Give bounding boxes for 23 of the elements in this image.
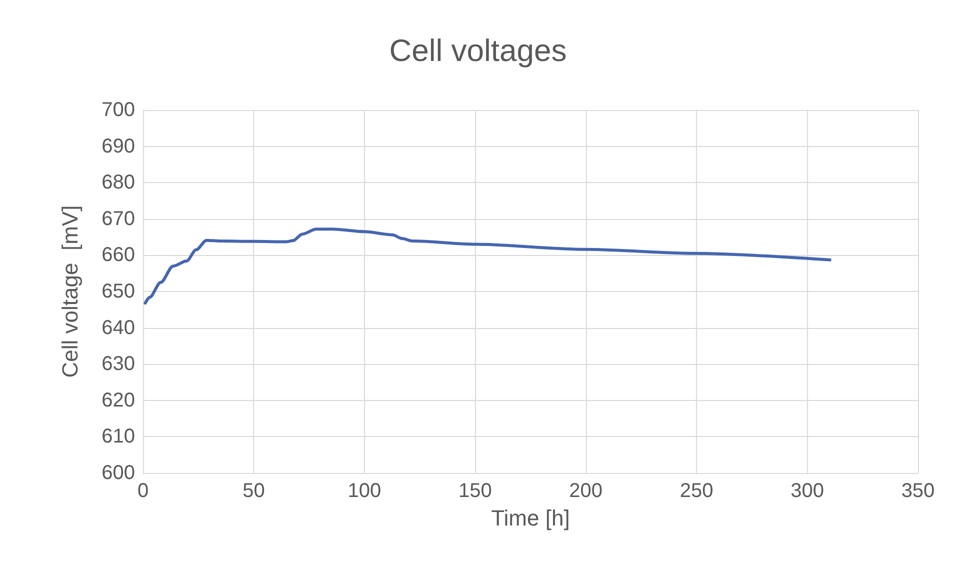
x-axis-title: Time [h]: [491, 506, 570, 530]
y-tick-label: 610: [102, 426, 135, 448]
x-tick-label: 150: [458, 480, 492, 502]
y-tick-label: 670: [102, 208, 135, 230]
x-tick-label: 50: [242, 480, 265, 502]
y-tick-label: 620: [102, 389, 135, 412]
x-tick-label: 250: [680, 480, 714, 502]
y-tick-label: 660: [102, 244, 135, 266]
y-tick-label: 630: [102, 353, 135, 376]
y-tick-label: 700: [102, 99, 135, 121]
x-tick-label: 0: [137, 480, 149, 502]
x-tick-label: 350: [901, 480, 935, 502]
line-series: [144, 228, 832, 305]
chart-title: Cell voltages: [389, 33, 567, 68]
y-tick-label: 690: [102, 135, 135, 158]
y-tick-label: 680: [102, 172, 135, 194]
x-tick-label: 300: [790, 480, 824, 502]
y-tick-label: 640: [102, 316, 135, 339]
x-tick-label: 100: [348, 480, 382, 502]
x-tick-label: 200: [569, 480, 603, 502]
y-tick-label: 650: [102, 280, 135, 302]
y-axis-title: Cell voltage [mV]: [58, 205, 82, 378]
y-tick-label: 600: [102, 462, 135, 484]
